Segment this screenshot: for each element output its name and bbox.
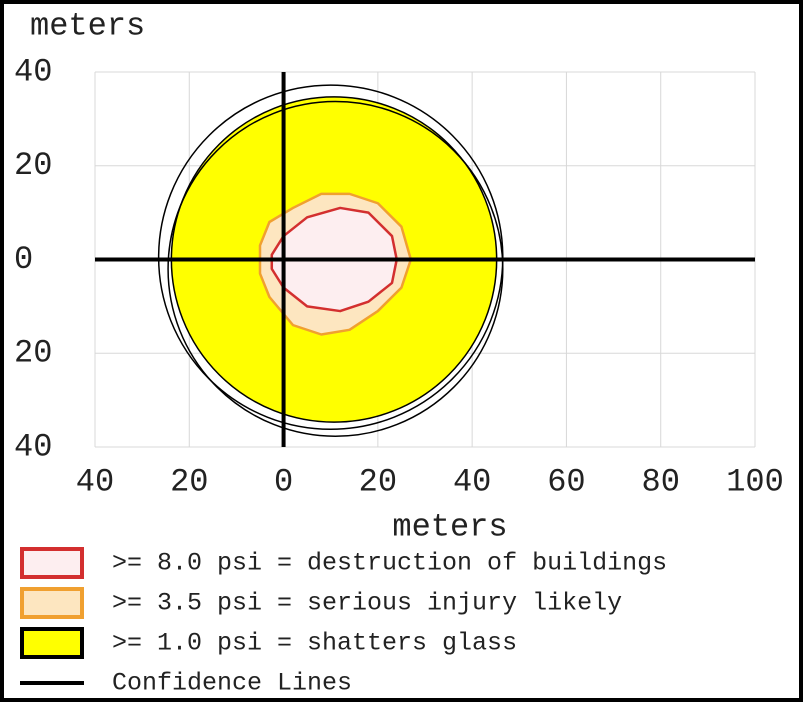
y-axis-label: meters <box>30 7 145 44</box>
legend-label: Confidence Lines <box>112 669 352 698</box>
legend-label: >= 3.5 psi = serious injury likely <box>112 589 622 618</box>
legend-swatch <box>20 627 84 659</box>
y-tick-label: 20 <box>14 147 52 184</box>
x-tick-label: 40 <box>76 463 114 500</box>
x-axis-label: meters <box>392 508 507 545</box>
y-tick-label: 40 <box>14 428 52 465</box>
legend-swatch <box>20 587 84 619</box>
legend-swatch <box>20 547 84 579</box>
legend-label: >= 1.0 psi = shatters glass <box>112 629 517 658</box>
x-tick-label: 20 <box>359 463 397 500</box>
x-tick-label: 40 <box>453 463 491 500</box>
y-tick-label: 0 <box>14 241 33 278</box>
x-tick-label: 100 <box>726 463 784 500</box>
confidence-line <box>167 100 504 437</box>
y-tick-label: 40 <box>14 53 52 90</box>
x-tick-label: 60 <box>547 463 585 500</box>
x-tick-label: 80 <box>642 463 680 500</box>
x-tick-label: 0 <box>274 463 293 500</box>
legend-label: >= 8.0 psi = destruction of buildings <box>112 549 667 578</box>
x-tick-label: 20 <box>170 463 208 500</box>
y-tick-label: 20 <box>14 335 52 372</box>
